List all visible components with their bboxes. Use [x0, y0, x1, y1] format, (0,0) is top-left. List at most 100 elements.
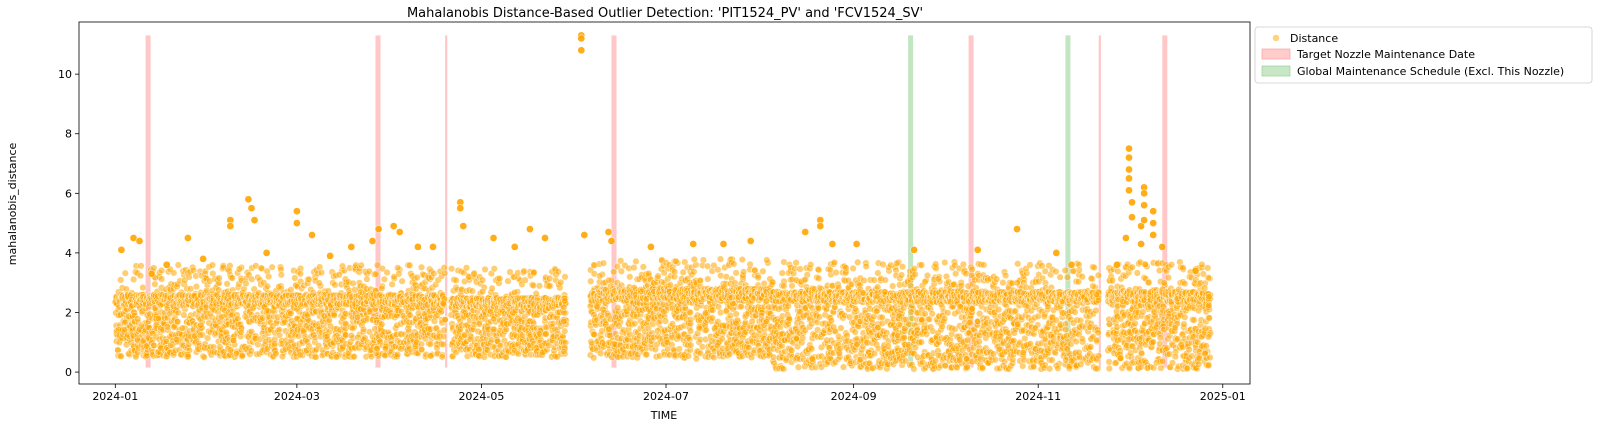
distance-point: [323, 332, 331, 340]
distance-point: [671, 268, 679, 276]
distance-point: [732, 269, 740, 277]
distance-point: [430, 270, 438, 278]
distance-point: [709, 306, 717, 314]
distance-point: [291, 274, 299, 282]
distance-point: [732, 310, 740, 318]
distance-point: [463, 264, 471, 272]
distance-point: [710, 353, 718, 361]
distance-point: [158, 267, 166, 275]
distance-point: [426, 340, 434, 348]
distance-point: [596, 272, 604, 280]
distance-point: [163, 323, 171, 331]
global-maintenance-span-0: [908, 35, 914, 368]
distance-point: [378, 320, 386, 328]
target-maintenance-span-2: [445, 35, 448, 368]
distance-point: [535, 282, 543, 290]
distance-point: [468, 287, 476, 295]
distance-point: [545, 282, 553, 290]
distance-point: [686, 309, 694, 317]
distance-point: [692, 355, 700, 363]
distance-point: [600, 259, 608, 267]
distance-point: [546, 274, 554, 282]
distance-point: [192, 283, 200, 291]
distance-point: [130, 275, 138, 283]
distance-point: [184, 353, 192, 361]
distance-point: [726, 311, 734, 319]
distance-point: [137, 262, 145, 270]
distance-point: [204, 334, 212, 342]
distance-point: [696, 276, 704, 284]
target-maintenance-span-3: [611, 35, 617, 368]
distance-point: [759, 267, 767, 275]
distance-point: [490, 325, 498, 333]
distance-point: [561, 297, 569, 305]
distance-point: [228, 274, 236, 282]
distance-point: [235, 265, 243, 273]
distance-point: [738, 256, 746, 264]
distance-point: [672, 257, 680, 265]
distance-point: [279, 353, 287, 361]
distance-point: [560, 348, 568, 356]
distance-point: [502, 353, 510, 361]
distance-point: [479, 276, 487, 284]
distance-point: [630, 264, 638, 272]
distance-point: [654, 272, 662, 280]
distance-point: [117, 276, 125, 284]
distance-point: [257, 264, 265, 272]
distance-point: [666, 281, 674, 289]
distance-point: [769, 278, 777, 286]
distance-point: [590, 331, 598, 339]
distance-point: [265, 273, 273, 281]
distance-point: [277, 271, 285, 279]
distance-point: [272, 350, 280, 358]
distance-point: [271, 340, 279, 348]
distance-point: [702, 326, 710, 334]
distance-point: [438, 353, 446, 361]
plot-area: [111, 31, 1214, 373]
distance-point: [530, 269, 538, 277]
distance-point: [687, 316, 695, 324]
distance-point: [318, 269, 326, 277]
target-maintenance-span-4: [968, 35, 974, 368]
distance-point: [769, 353, 777, 361]
distance-point: [136, 272, 144, 280]
distance-point: [687, 341, 695, 349]
distance-point: [208, 261, 216, 269]
distance-point: [418, 263, 426, 271]
distance-point: [730, 260, 738, 268]
distance-point: [178, 324, 186, 332]
distance-point: [532, 290, 540, 298]
distance-point: [717, 255, 725, 263]
distance-point: [151, 280, 159, 288]
distance-point: [330, 311, 338, 319]
distance-point: [614, 304, 622, 312]
distance-point: [331, 281, 339, 289]
distance-point: [440, 326, 448, 334]
chart-title: Mahalanobis Distance-Based Outlier Detec…: [407, 6, 923, 21]
distance-point: [617, 267, 625, 275]
distance-point: [687, 327, 695, 335]
distance-point: [139, 284, 147, 292]
distance-point: [312, 353, 320, 361]
distance-point: [708, 314, 716, 322]
distance-point: [215, 274, 223, 282]
distance-point: [748, 318, 756, 326]
distance-point: [332, 353, 340, 361]
distance-point: [560, 318, 568, 326]
distance-point: [242, 280, 250, 288]
distance-points: [111, 31, 1214, 373]
distance-point: [452, 276, 460, 284]
distance-point: [561, 327, 569, 335]
distance-point: [173, 318, 181, 326]
distance-point: [488, 284, 496, 292]
distance-point: [347, 332, 355, 340]
distance-point: [685, 352, 693, 360]
distance-point: [662, 317, 670, 325]
distance-point: [714, 266, 722, 274]
distance-point: [529, 282, 537, 290]
distance-point: [560, 303, 568, 311]
distance-point: [200, 353, 208, 361]
distance-point: [339, 262, 347, 270]
distance-point: [439, 340, 447, 348]
